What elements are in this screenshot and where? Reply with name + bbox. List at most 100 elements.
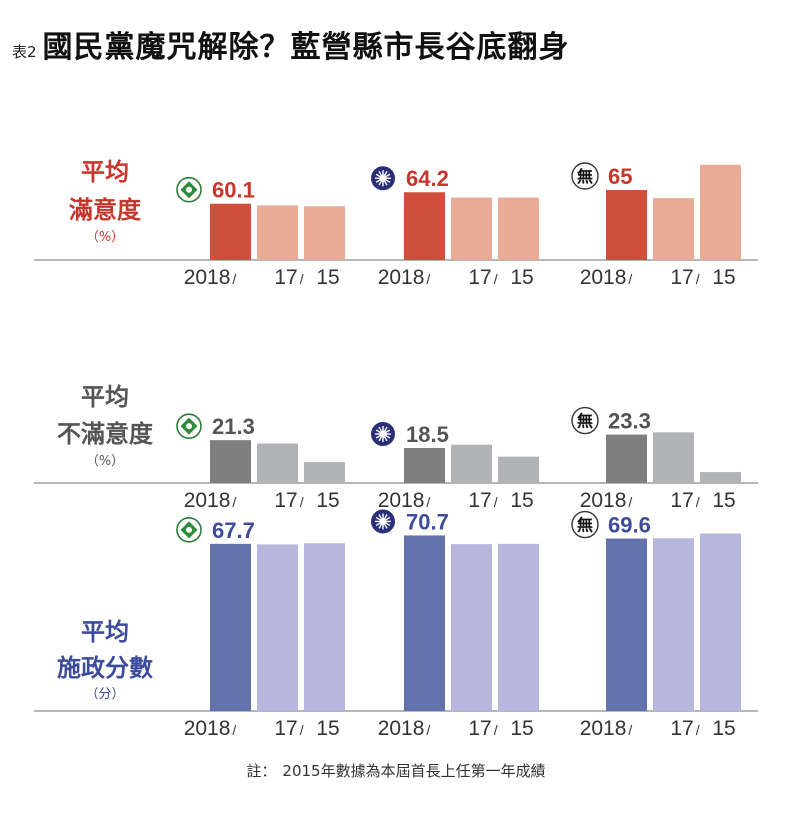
kmt-sun-icon (379, 430, 387, 438)
tick-label: 17/ (670, 717, 699, 740)
kmt-sun-icon (385, 522, 391, 527)
tick-label: 2018/ (184, 717, 237, 740)
value-label: 64.2 (406, 166, 449, 191)
footnote: 註： 2015年數據為本屆首長上任第一年成績 (0, 760, 792, 781)
independent-icon-text: 無 (577, 167, 593, 186)
tick-label: 15 (712, 266, 735, 289)
value-label: 65 (608, 164, 632, 189)
bar-dissatisfaction-無黨籍-17/ (653, 432, 694, 483)
independent-icon (571, 162, 599, 190)
independent-icon (571, 510, 599, 539)
tick-label: 15 (316, 266, 339, 289)
kmt-sun-icon (385, 429, 391, 434)
tick-label: 2018/ (184, 266, 237, 289)
independent-icon-text: 無 (577, 516, 593, 535)
dpp-flag-icon (186, 526, 192, 533)
independent-icon (571, 406, 599, 435)
bar-score-無黨籍-17/ (653, 538, 694, 711)
kmt-sun-icon (375, 173, 381, 178)
bar-score-民進黨-2018/ (210, 543, 251, 711)
kmt-sun-icon (383, 436, 388, 442)
bar-score-無黨籍-15 (700, 533, 741, 711)
kmt-sun-icon (375, 429, 381, 434)
tick-label: 17/ (468, 717, 497, 740)
bar-dissatisfaction-民進黨-2018/ (210, 440, 251, 483)
tick-label: 2018/ (580, 717, 633, 740)
tick-label: 2018/ (378, 489, 431, 512)
panel-unit-dissatisfaction: （%） (86, 454, 124, 469)
header: 表2 國民黨魔咒解除？藍營縣市長谷底翻身 (12, 22, 570, 66)
tick-label: 15 (712, 489, 735, 512)
tick-label: 17/ (274, 266, 303, 289)
tick-label: 2018/ (378, 266, 431, 289)
tick-label: 17/ (468, 266, 497, 289)
dpp-flag-icon (186, 186, 192, 193)
tick-label: 15 (510, 266, 533, 289)
bar-score-國民黨-15 (498, 543, 539, 711)
panel-label-dissatisfaction: 平均 (81, 383, 129, 411)
bar-satisfaction-國民黨-15 (498, 197, 539, 260)
kmt-sun-icon (385, 179, 391, 183)
kmt-sun-icon (375, 434, 381, 439)
bar-satisfaction-民進黨-2018/ (210, 203, 251, 260)
tick-label: 17/ (670, 266, 699, 289)
panel-label-dissatisfaction: 不滿意度 (57, 420, 154, 448)
footnote-text: 2015年數據為本屆首長上任第一年成績 (282, 762, 546, 780)
kmt-sun-icon (375, 516, 381, 521)
panel-label-score: 施政分數 (57, 654, 153, 682)
bar-satisfaction-國民黨-17/ (451, 197, 492, 260)
tick-label: 15 (510, 489, 533, 512)
tick-label: 15 (712, 717, 735, 740)
bar-score-民進黨-15 (304, 543, 345, 711)
table-number: 表2 (12, 43, 37, 61)
kmt-sun-icon (383, 426, 388, 432)
bar-satisfaction-民進黨-15 (304, 206, 345, 260)
footnote-prefix: 註： (246, 762, 277, 780)
tick-label: 15 (316, 489, 339, 512)
bar-dissatisfaction-國民黨-17/ (451, 444, 492, 483)
bar-dissatisfaction-無黨籍-2018/ (606, 434, 647, 483)
panel-label-satisfaction: 平均 (81, 158, 129, 186)
bar-dissatisfaction-無黨籍-15 (700, 472, 741, 483)
kmt-sun-icon (383, 514, 388, 520)
value-label: 70.7 (406, 509, 449, 534)
bar-dissatisfaction-民進黨-15 (304, 462, 345, 483)
bar-score-國民黨-17/ (451, 544, 492, 711)
kmt-sun-icon (385, 173, 391, 178)
tick-label: 15 (316, 717, 339, 740)
bar-score-無黨籍-2018/ (606, 538, 647, 711)
dpp-flag-icon (186, 423, 192, 430)
kmt-sun-icon (378, 523, 383, 529)
kmt-sun-icon (379, 517, 387, 525)
bar-dissatisfaction-民進黨-17/ (257, 443, 298, 483)
tick-label: 2018/ (184, 489, 237, 512)
kmt-sun-icon (378, 170, 383, 176)
value-label: 23.3 (608, 409, 651, 434)
kmt-sun-icon (385, 434, 391, 439)
tick-label: 2018/ (580, 266, 633, 289)
bar-satisfaction-無黨籍-15 (700, 164, 741, 260)
tick-label: 2018/ (378, 717, 431, 740)
kmt-sun-icon (378, 514, 383, 520)
tick-label: 17/ (468, 489, 497, 512)
kmt-sun-icon (385, 516, 391, 521)
kmt-sun-icon (378, 426, 383, 432)
tick-label: 2018/ (580, 489, 633, 512)
bar-satisfaction-無黨籍-17/ (653, 198, 694, 260)
bar-dissatisfaction-國民黨-2018/ (404, 448, 445, 483)
kmt-sun-icon (383, 170, 388, 176)
panel-unit-satisfaction: （%） (86, 230, 124, 245)
tick-label: 17/ (274, 717, 303, 740)
tick-label: 17/ (274, 489, 303, 512)
panel-label-score: 平均 (81, 618, 129, 646)
kmt-sun-icon (383, 523, 388, 529)
kmt-sun-icon (375, 179, 381, 183)
tick-label: 15 (510, 717, 533, 740)
bar-dissatisfaction-國民黨-15 (498, 456, 539, 483)
bar-score-民進黨-17/ (257, 544, 298, 711)
kmt-sun-icon (378, 180, 383, 186)
value-label: 67.7 (212, 518, 255, 543)
chart-title: 國民黨魔咒解除？藍營縣市長谷底翻身 (42, 30, 570, 65)
value-label: 18.5 (406, 422, 449, 447)
value-label: 21.3 (212, 414, 255, 439)
